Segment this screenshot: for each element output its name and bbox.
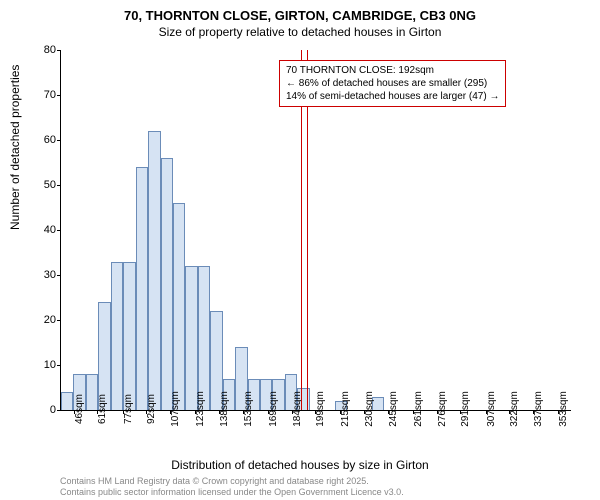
- x-tick-label: 230sqm: [364, 391, 375, 427]
- chart-title: 70, THORNTON CLOSE, GIRTON, CAMBRIDGE, C…: [0, 0, 600, 25]
- x-tick-label: 123sqm: [195, 391, 206, 427]
- histogram-bar: [123, 262, 135, 411]
- x-axis-label: Distribution of detached houses by size …: [0, 458, 600, 472]
- histogram-bar: [185, 266, 197, 410]
- chart-subtitle: Size of property relative to detached ho…: [0, 25, 600, 43]
- x-tick-mark: [533, 410, 534, 414]
- x-tick-mark: [509, 410, 510, 414]
- x-tick-mark: [195, 410, 196, 414]
- y-tick-mark: [57, 275, 61, 276]
- x-tick-label: 215sqm: [340, 391, 351, 427]
- y-tick-mark: [57, 410, 61, 411]
- y-tick-label: 0: [31, 404, 56, 416]
- attribution-line1: Contains HM Land Registry data © Crown c…: [60, 476, 404, 487]
- x-tick-label: 46sqm: [74, 394, 85, 424]
- attribution-line2: Contains public sector information licen…: [60, 487, 404, 498]
- histogram-bar: [161, 158, 173, 410]
- x-tick-label: 199sqm: [315, 391, 326, 427]
- x-tick-label: 337sqm: [533, 391, 544, 427]
- x-tick-mark: [74, 410, 75, 414]
- x-tick-label: 107sqm: [170, 391, 181, 427]
- info-line3: 14% of semi-detached houses are larger (…: [286, 90, 499, 103]
- x-tick-label: 138sqm: [219, 391, 230, 427]
- histogram-bar: [173, 203, 185, 410]
- y-tick-label: 70: [31, 89, 56, 101]
- x-tick-mark: [146, 410, 147, 414]
- histogram-bar: [198, 266, 210, 410]
- y-tick-label: 30: [31, 269, 56, 281]
- info-line2: ← 86% of detached houses are smaller (29…: [286, 77, 499, 90]
- x-tick-label: 77sqm: [123, 394, 134, 424]
- info-box: 70 THORNTON CLOSE: 192sqm← 86% of detach…: [279, 60, 506, 107]
- x-tick-mark: [268, 410, 269, 414]
- x-tick-mark: [437, 410, 438, 414]
- y-tick-label: 80: [31, 44, 56, 56]
- x-tick-label: 307sqm: [486, 391, 497, 427]
- x-tick-mark: [388, 410, 389, 414]
- histogram-bar: [111, 262, 123, 411]
- histogram-bar: [61, 392, 73, 410]
- x-tick-label: 92sqm: [146, 394, 157, 424]
- y-tick-mark: [57, 185, 61, 186]
- y-tick-label: 40: [31, 224, 56, 236]
- attribution: Contains HM Land Registry data © Crown c…: [60, 476, 404, 498]
- x-tick-mark: [460, 410, 461, 414]
- x-tick-mark: [364, 410, 365, 414]
- histogram-bar: [136, 167, 148, 410]
- x-tick-label: 245sqm: [388, 391, 399, 427]
- y-tick-mark: [57, 365, 61, 366]
- y-tick-label: 10: [31, 359, 56, 371]
- x-tick-label: 153sqm: [243, 391, 254, 427]
- info-line1: 70 THORNTON CLOSE: 192sqm: [286, 64, 499, 77]
- x-tick-label: 276sqm: [437, 391, 448, 427]
- x-tick-mark: [486, 410, 487, 414]
- x-tick-mark: [170, 410, 171, 414]
- y-tick-label: 60: [31, 134, 56, 146]
- y-tick-label: 20: [31, 314, 56, 326]
- chart-container: 70, THORNTON CLOSE, GIRTON, CAMBRIDGE, C…: [0, 0, 600, 500]
- histogram-bar: [148, 131, 160, 410]
- y-tick-mark: [57, 140, 61, 141]
- x-tick-label: 353sqm: [558, 391, 569, 427]
- x-tick-mark: [292, 410, 293, 414]
- x-tick-label: 261sqm: [413, 391, 424, 427]
- plot-area: 0102030405060708046sqm61sqm77sqm92sqm107…: [60, 50, 571, 411]
- x-tick-mark: [558, 410, 559, 414]
- y-tick-mark: [57, 50, 61, 51]
- x-tick-label: 291sqm: [460, 391, 471, 427]
- x-tick-mark: [340, 410, 341, 414]
- x-tick-mark: [413, 410, 414, 414]
- x-tick-label: 61sqm: [97, 394, 108, 424]
- x-tick-mark: [123, 410, 124, 414]
- x-tick-label: 169sqm: [268, 391, 279, 427]
- x-tick-mark: [243, 410, 244, 414]
- x-tick-mark: [315, 410, 316, 414]
- x-tick-label: 322sqm: [509, 391, 520, 427]
- y-tick-label: 50: [31, 179, 56, 191]
- x-tick-mark: [219, 410, 220, 414]
- y-tick-mark: [57, 95, 61, 96]
- y-tick-mark: [57, 320, 61, 321]
- y-tick-mark: [57, 230, 61, 231]
- y-axis-label: Number of detached properties: [8, 65, 22, 230]
- x-tick-mark: [97, 410, 98, 414]
